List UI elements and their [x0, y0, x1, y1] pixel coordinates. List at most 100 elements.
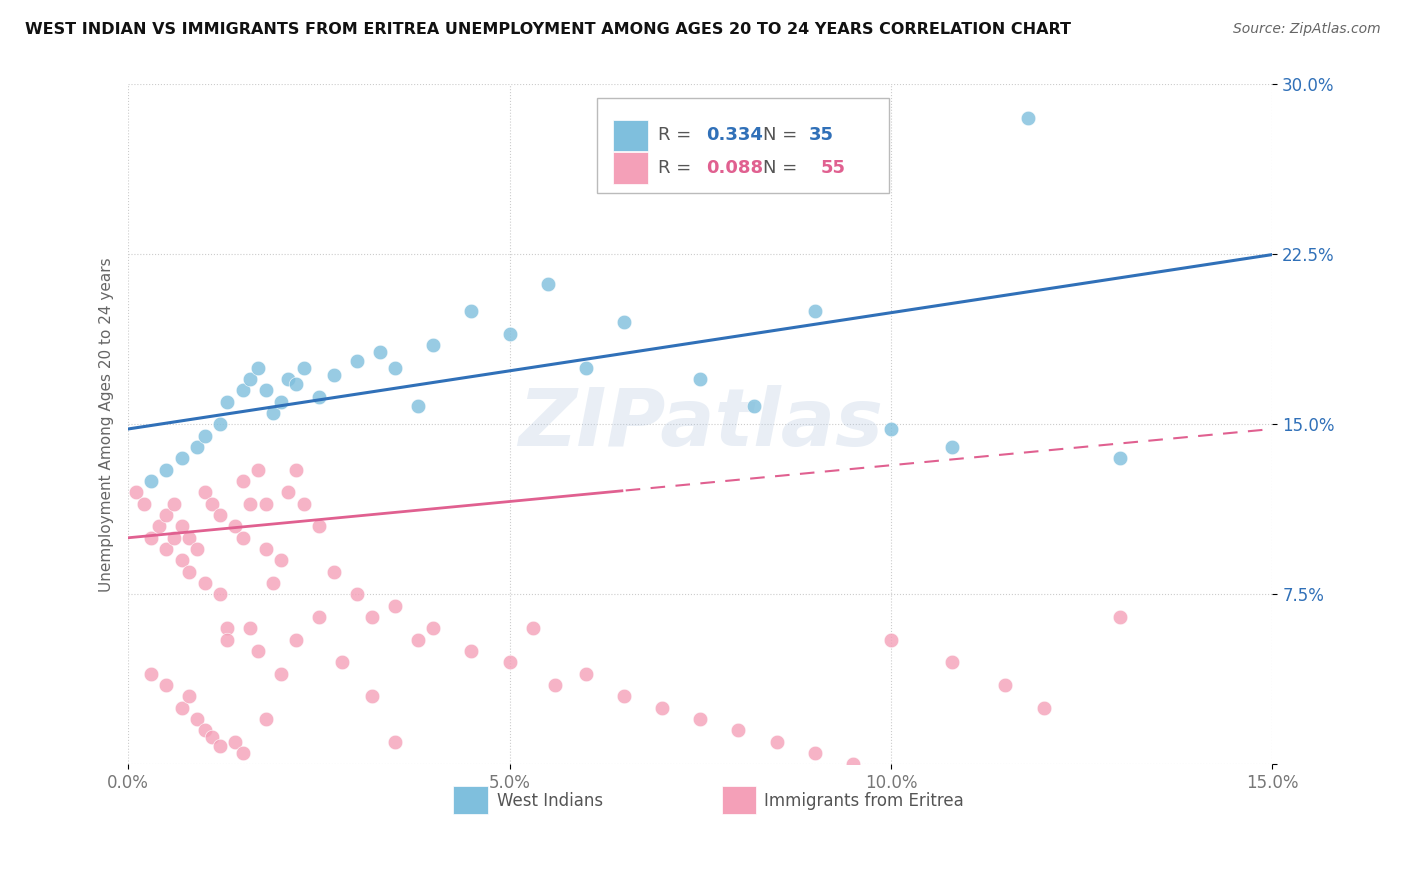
- Point: [217, 632, 239, 647]
- Point: [575, 666, 598, 681]
- Point: [292, 497, 315, 511]
- Point: [246, 644, 269, 658]
- Point: [193, 429, 215, 443]
- Text: Source: ZipAtlas.com: Source: ZipAtlas.com: [1233, 22, 1381, 37]
- Point: [201, 497, 224, 511]
- Point: [208, 417, 231, 432]
- Point: [460, 304, 482, 318]
- Point: [285, 632, 308, 647]
- Text: 55: 55: [821, 159, 845, 178]
- Point: [139, 531, 162, 545]
- Point: [308, 519, 330, 533]
- Point: [232, 474, 254, 488]
- Point: [384, 360, 406, 375]
- Point: [217, 622, 239, 636]
- Point: [232, 531, 254, 545]
- Point: [1108, 610, 1130, 624]
- Point: [842, 757, 865, 772]
- Point: [277, 485, 299, 500]
- Point: [575, 360, 598, 375]
- Point: [155, 678, 177, 692]
- Point: [179, 531, 201, 545]
- Point: [1032, 700, 1054, 714]
- Point: [208, 739, 231, 754]
- Point: [163, 531, 186, 545]
- Point: [460, 644, 482, 658]
- Point: [170, 451, 193, 466]
- Point: [346, 587, 368, 601]
- Point: [384, 735, 406, 749]
- Text: WEST INDIAN VS IMMIGRANTS FROM ERITREA UNEMPLOYMENT AMONG AGES 20 TO 24 YEARS CO: WEST INDIAN VS IMMIGRANTS FROM ERITREA U…: [25, 22, 1071, 37]
- Point: [224, 735, 246, 749]
- Point: [346, 354, 368, 368]
- Point: [186, 712, 208, 726]
- Point: [422, 338, 444, 352]
- Point: [155, 463, 177, 477]
- Point: [179, 690, 201, 704]
- Point: [613, 690, 636, 704]
- Point: [170, 553, 193, 567]
- Point: [155, 508, 177, 522]
- Point: [239, 497, 262, 511]
- Point: [285, 463, 308, 477]
- Point: [254, 384, 277, 398]
- Point: [522, 622, 544, 636]
- Point: [224, 519, 246, 533]
- Point: [308, 610, 330, 624]
- Point: [330, 656, 353, 670]
- Point: [132, 497, 155, 511]
- FancyBboxPatch shape: [613, 153, 648, 184]
- Point: [239, 372, 262, 386]
- Text: West Indians: West Indians: [496, 792, 603, 810]
- FancyBboxPatch shape: [598, 98, 889, 194]
- Point: [1108, 451, 1130, 466]
- Point: [201, 730, 224, 744]
- Text: Immigrants from Eritrea: Immigrants from Eritrea: [765, 792, 965, 810]
- Point: [270, 666, 292, 681]
- Point: [239, 622, 262, 636]
- Point: [361, 690, 384, 704]
- Text: 0.088: 0.088: [706, 159, 763, 178]
- Point: [139, 474, 162, 488]
- Text: N =: N =: [763, 127, 803, 145]
- Point: [613, 315, 636, 329]
- Point: [651, 700, 673, 714]
- Point: [803, 746, 825, 760]
- Point: [285, 376, 308, 391]
- Point: [186, 440, 208, 454]
- Point: [254, 497, 277, 511]
- Point: [537, 277, 560, 291]
- Text: R =: R =: [658, 127, 697, 145]
- Point: [406, 632, 429, 647]
- Point: [498, 656, 520, 670]
- Point: [880, 632, 903, 647]
- Point: [179, 565, 201, 579]
- Point: [232, 384, 254, 398]
- Point: [941, 656, 963, 670]
- Point: [254, 542, 277, 557]
- Point: [994, 678, 1017, 692]
- Point: [208, 508, 231, 522]
- Point: [193, 485, 215, 500]
- Point: [361, 610, 384, 624]
- Point: [139, 666, 162, 681]
- Point: [689, 372, 711, 386]
- Point: [308, 390, 330, 404]
- Point: [323, 565, 346, 579]
- Point: [170, 700, 193, 714]
- Point: [544, 678, 567, 692]
- Point: [232, 746, 254, 760]
- FancyBboxPatch shape: [453, 786, 488, 814]
- Point: [941, 440, 963, 454]
- Text: 35: 35: [808, 127, 834, 145]
- Point: [208, 587, 231, 601]
- Point: [246, 463, 269, 477]
- Point: [186, 542, 208, 557]
- Y-axis label: Unemployment Among Ages 20 to 24 years: Unemployment Among Ages 20 to 24 years: [100, 257, 114, 591]
- Point: [148, 519, 170, 533]
- Point: [270, 394, 292, 409]
- Point: [193, 576, 215, 591]
- Point: [689, 712, 711, 726]
- Point: [155, 542, 177, 557]
- Point: [384, 599, 406, 613]
